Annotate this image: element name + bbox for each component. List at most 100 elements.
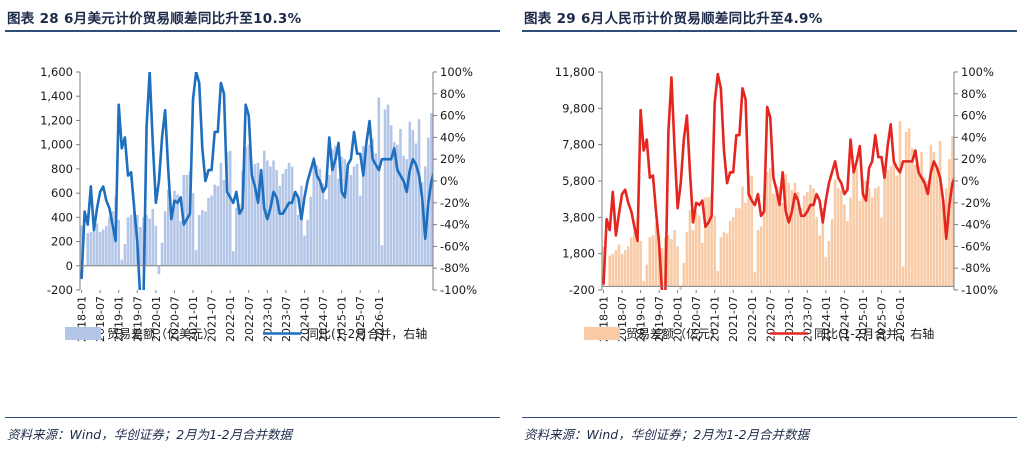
- bar: [849, 197, 852, 287]
- left-y-tick-label: 7,800: [562, 138, 595, 152]
- bar: [278, 185, 282, 266]
- bar: [670, 239, 673, 287]
- bar: [160, 242, 164, 266]
- bar: [778, 186, 781, 287]
- bar: [197, 214, 201, 266]
- bar: [611, 253, 615, 287]
- bar: [139, 227, 142, 266]
- right-y-tick-label: 0%: [440, 174, 458, 188]
- bar: [331, 149, 334, 266]
- bar: [679, 286, 683, 290]
- source-rule: [5, 417, 500, 418]
- bar: [660, 248, 664, 287]
- left-chart-svg: -200 0 200 400 600 800 1,000 1,200 1,400 1,600 -10…: [40, 65, 477, 342]
- bar: [250, 170, 254, 266]
- right-chart-svg: -200 1,800 3,800 5,800 7,800 9,800 11,800 -100%…: [555, 65, 998, 342]
- right-y-tick-label: -100%: [440, 283, 477, 297]
- bar: [166, 189, 170, 266]
- bar: [228, 150, 232, 266]
- bar: [321, 183, 325, 266]
- bar: [386, 104, 390, 266]
- line-series: [602, 72, 954, 290]
- bar: [728, 220, 732, 287]
- bar: [914, 164, 917, 287]
- x-tick-label: 2026-01: [373, 296, 386, 342]
- bar: [117, 219, 121, 266]
- right-y-tick-label: -40%: [961, 218, 991, 232]
- bar: [204, 211, 207, 266]
- x-tick-label: 2023-07: [280, 296, 293, 342]
- bar: [821, 208, 825, 287]
- bar: [929, 144, 933, 287]
- bar: [901, 266, 905, 287]
- bar: [707, 197, 710, 287]
- bar: [98, 231, 102, 266]
- bar: [843, 204, 846, 287]
- legend-bar-label: 贸易差额（亿元）: [626, 326, 722, 341]
- left-y-tick-label: 200: [51, 235, 73, 249]
- right-y-tick-label: 60%: [440, 109, 466, 123]
- bar: [241, 171, 244, 266]
- bar: [626, 246, 630, 287]
- left-y-tick-label: 600: [51, 186, 73, 200]
- bar: [207, 197, 210, 266]
- bar: [300, 185, 303, 266]
- bar: [799, 208, 803, 287]
- bar: [818, 235, 821, 287]
- bar: [830, 219, 834, 287]
- bar: [303, 235, 306, 266]
- bar: [219, 162, 223, 266]
- x-tick-label: 2026-01: [894, 296, 907, 342]
- bar: [864, 181, 868, 287]
- right-y-tick-label: 20%: [440, 152, 466, 166]
- bar: [315, 165, 319, 266]
- x-tick-label: 2019-01: [113, 296, 126, 342]
- bar: [95, 223, 99, 266]
- bar: [145, 214, 148, 266]
- bar: [148, 218, 151, 266]
- bar: [719, 237, 723, 287]
- bar: [297, 214, 300, 266]
- bar: [334, 145, 337, 266]
- x-tick-label: 2021-01: [187, 296, 200, 342]
- bar: [157, 265, 161, 275]
- right-y-tick-label: -40%: [440, 218, 470, 232]
- bar: [840, 190, 843, 287]
- chart-title: 图表 29 6月人民币计价贸易顺差同比升至4.9%: [524, 11, 823, 27]
- legend: 贸易差额（亿美元） 同比(1-2月合并，右轴: [65, 326, 427, 341]
- bar: [222, 179, 226, 266]
- legend-line-label: 同比(1-2月合并，右轴: [814, 326, 934, 341]
- source-note: 资料来源：Wind，华创证券；2月为1-2月合并数据: [524, 427, 810, 442]
- right-y-tick-label: 80%: [440, 87, 466, 101]
- bar-series: [602, 121, 954, 290]
- bar: [645, 264, 649, 287]
- bar: [173, 190, 176, 266]
- bar: [651, 235, 655, 287]
- bar: [951, 135, 954, 287]
- bar: [796, 191, 800, 287]
- bar: [873, 188, 877, 287]
- bar: [191, 193, 195, 266]
- bar: [306, 219, 309, 266]
- x-tick-label: 2023-01: [783, 296, 796, 342]
- bar: [673, 230, 676, 287]
- bar: [747, 175, 750, 287]
- x-tick-label: 2025-01: [857, 296, 870, 342]
- bar: [870, 197, 874, 287]
- bar: [691, 230, 695, 287]
- left-y-tick-label: 0: [66, 259, 73, 273]
- source-rule: [522, 417, 1017, 418]
- bar: [402, 155, 405, 266]
- bar: [815, 217, 818, 287]
- bar: [904, 131, 908, 287]
- bar: [911, 148, 914, 287]
- bar: [648, 237, 652, 287]
- bar: [907, 128, 911, 287]
- bar: [151, 208, 155, 266]
- source-note: 资料来源：Wind，华创证券；2月为1-2月合并数据: [7, 427, 293, 442]
- bar: [111, 211, 114, 266]
- x-tick-label: 2024-07: [838, 296, 851, 342]
- bar: [852, 171, 855, 287]
- bar: [272, 160, 275, 266]
- left-y-tick-label: 1,000: [40, 138, 73, 152]
